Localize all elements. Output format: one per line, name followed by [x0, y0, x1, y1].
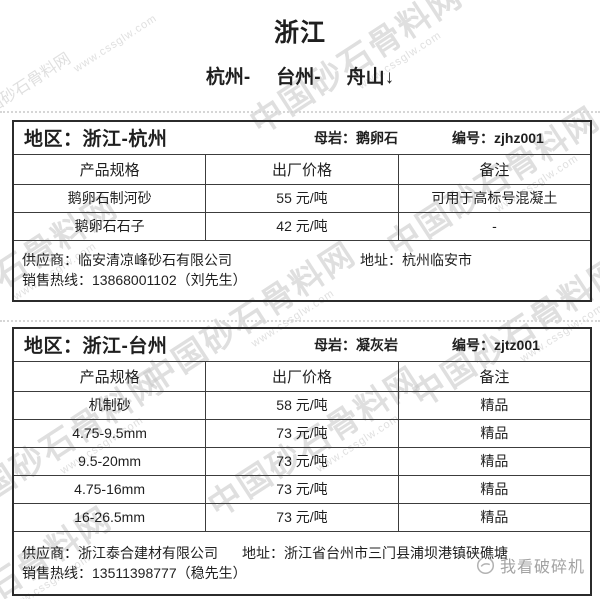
table-body: 机制砂 58 元/吨 精品 4.75-9.5mm 73 元/吨 精品 9.5-20mm 73 …	[12, 390, 592, 532]
column-header: 出厂价格	[205, 360, 399, 392]
table-row: 4.75-9.5mm 73 元/吨 精品	[12, 418, 592, 448]
cell: 16-26.5mm	[12, 502, 207, 532]
rock-label: 母岩：凝灰岩	[314, 336, 398, 353]
region-label: 地区：浙江-杭州	[24, 129, 168, 151]
dotted-divider	[0, 111, 600, 113]
table-info-row: 地区：浙江-台州 母岩：凝灰岩 编号：zjtz001	[12, 327, 592, 362]
supplier-label: 供应商：浙江泰合建材有限公司	[22, 544, 218, 561]
hotline-label: 销售热线：13868001102（刘先生）	[22, 272, 247, 289]
cell: -	[397, 211, 592, 241]
wkpsj-badge: 我看破碎机	[476, 553, 585, 577]
cell: 4.75-9.5mm	[12, 418, 207, 448]
cell: 73 元/吨	[205, 446, 399, 476]
table-row: 机制砂 58 元/吨 精品	[12, 390, 592, 420]
table-row: 4.75-16mm 73 元/吨 精品	[12, 474, 592, 504]
nav-item-taizhou[interactable]: 台州-	[276, 67, 321, 88]
column-header: 产品规格	[12, 360, 207, 392]
region-label: 地区：浙江-台州	[24, 336, 168, 358]
cell: 42 元/吨	[205, 211, 399, 241]
cell: 鹅卵石制河砂	[12, 183, 207, 213]
cell: 4.75-16mm	[12, 474, 207, 504]
badge-label: 我看破碎机	[500, 559, 586, 576]
table-footer-row: 供应商：浙江泰合建材有限公司 地址：浙江省台州市三门县浦坝港镇硖礁塘 销售热线：…	[12, 530, 592, 596]
cell: 机制砂	[12, 390, 207, 420]
region-nav: 杭州- 台州- 舟山↓	[0, 62, 600, 89]
cell: 9.5-20mm	[12, 446, 207, 476]
address-label: 地址：浙江省台州市三门县浦坝港镇硖礁塘	[242, 544, 508, 561]
dotted-divider	[0, 320, 600, 322]
table-row: 16-26.5mm 73 元/吨 精品	[12, 502, 592, 532]
cell: 精品	[397, 390, 592, 420]
table-info-row: 地区：浙江-杭州 母岩：鹅卵石 编号：zjhz001	[12, 120, 592, 155]
column-header: 产品规格	[12, 153, 207, 185]
cell: 73 元/吨	[205, 418, 399, 448]
cell: 可用于高标号混凝土	[397, 183, 592, 213]
cell: 精品	[397, 502, 592, 532]
code-label: 编号：zjhz001	[452, 129, 544, 146]
column-header-row: 产品规格 出厂价格 备注	[12, 360, 592, 392]
column-header-row: 产品规格 出厂价格 备注	[12, 153, 592, 185]
crusher-logo-icon	[476, 556, 495, 575]
hotline-label: 销售热线：13511398777（稳先生）	[22, 564, 247, 581]
column-header: 备注	[397, 360, 592, 392]
price-table-hangzhou: 地区：浙江-杭州 母岩：鹅卵石 编号：zjhz001 产品规格 出厂价格 备注 鹅卵…	[12, 120, 592, 302]
table-row: 鹅卵石制河砂 55 元/吨 可用于高标号混凝土	[12, 183, 592, 213]
cell: 73 元/吨	[205, 502, 399, 532]
nav-item-zhoushan[interactable]: 舟山↓	[346, 67, 395, 88]
price-table-taizhou: 地区：浙江-台州 母岩：凝灰岩 编号：zjtz001 产品规格 出厂价格 备注 机制…	[12, 327, 592, 596]
column-header: 出厂价格	[205, 153, 399, 185]
column-header: 备注	[397, 153, 592, 185]
cell: 73 元/吨	[205, 474, 399, 504]
cell: 精品	[397, 418, 592, 448]
supplier-label: 供应商：临安清凉峰砂石有限公司	[22, 252, 232, 269]
address-label: 地址：杭州临安市	[360, 252, 472, 269]
table-row: 9.5-20mm 73 元/吨 精品	[12, 446, 592, 476]
cell: 精品	[397, 446, 592, 476]
nav-item-hangzhou[interactable]: 杭州-	[205, 67, 251, 88]
rock-label: 母岩：鹅卵石	[314, 129, 398, 146]
table-row: 鹅卵石石子 42 元/吨 -	[12, 211, 592, 241]
page-title: 浙江	[273, 19, 326, 47]
cell: 55 元/吨	[205, 183, 399, 213]
cell: 58 元/吨	[205, 390, 399, 420]
code-label: 编号：zjtz001	[452, 336, 540, 353]
table-body: 鹅卵石制河砂 55 元/吨 可用于高标号混凝土 鹅卵石石子 42 元/吨 -	[12, 183, 592, 241]
table-footer-row: 供应商：临安清凉峰砂石有限公司 地址：杭州临安市 销售热线：1386800110…	[12, 239, 592, 302]
cell: 鹅卵石石子	[12, 211, 207, 241]
cell: 精品	[397, 474, 592, 504]
